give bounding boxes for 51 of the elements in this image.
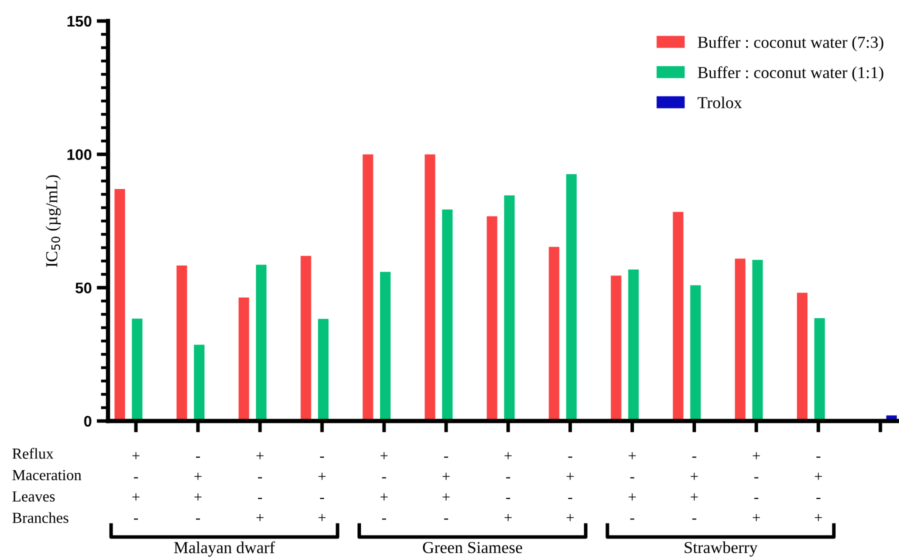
bar	[486, 216, 498, 421]
bar	[504, 195, 515, 421]
bar	[176, 266, 188, 421]
text: Green Siamese	[422, 542, 522, 554]
bar	[442, 210, 453, 421]
x-tick-label: - + - +	[566, 456, 574, 522]
x-tick-label: - + - +	[814, 456, 822, 522]
x-tick-label: - + + -	[690, 456, 698, 520]
legend-label: Trolox	[698, 96, 742, 108]
bar	[114, 189, 126, 421]
bar	[628, 270, 639, 421]
bar	[610, 276, 622, 421]
bar	[300, 256, 312, 421]
y-axis-title: IC$_{50}$ (µg/mL)	[46, 175, 61, 267]
category-label: + - - +	[752, 452, 760, 522]
bar	[814, 318, 825, 421]
text: Strawberry	[684, 541, 758, 557]
text: Reflux	[12, 448, 54, 459]
bar	[566, 174, 577, 421]
bar	[318, 318, 329, 421]
text: Leaves	[12, 491, 55, 502]
bar	[238, 298, 250, 421]
legend-label: Buffer : coconut water (7:3)	[698, 36, 884, 52]
bar	[690, 285, 701, 421]
bar	[672, 212, 684, 421]
bar	[362, 154, 374, 421]
y-tick-label: 100	[68, 149, 92, 160]
bar	[380, 272, 391, 421]
y-tick-label: 50	[76, 282, 92, 294]
bar	[256, 264, 267, 421]
bar	[194, 344, 204, 421]
text: Branches	[12, 512, 68, 524]
text: Maceration	[12, 470, 82, 480]
bar	[734, 258, 746, 421]
x-tick-label: - + + -	[194, 456, 202, 520]
bar	[752, 260, 763, 421]
x-tick-label: + - + -	[628, 452, 636, 520]
x-tick-label: + - + -	[132, 452, 140, 520]
category-label: + - - +	[256, 452, 264, 522]
y-tick-label: 150	[68, 16, 92, 27]
bar	[548, 246, 560, 421]
x-tick-label: - + - +	[318, 456, 326, 522]
bar	[796, 292, 808, 421]
x-tick-label: - + + -	[442, 456, 450, 520]
y-tick-label: 0	[84, 416, 92, 427]
bar	[424, 154, 436, 421]
category-label: + - - +	[504, 452, 512, 522]
legend-label: Buffer : coconut water (1:1)	[698, 66, 884, 82]
x-tick-label: + - + -	[380, 452, 388, 520]
text: Malayan dwarf	[174, 541, 275, 557]
bar	[132, 318, 142, 421]
